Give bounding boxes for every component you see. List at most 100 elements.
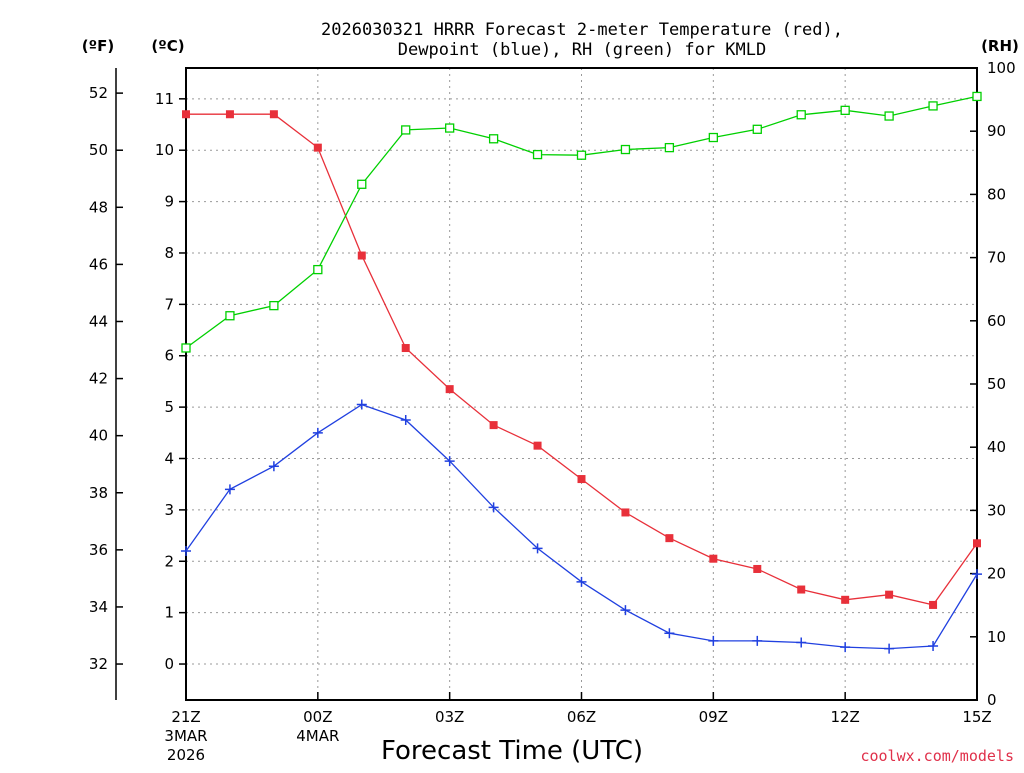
temperature-point-6 xyxy=(445,385,454,394)
temperature-point-1 xyxy=(225,110,234,119)
temperature-point-18 xyxy=(973,539,981,548)
x-tick-label-12Z: 12Z xyxy=(830,708,859,726)
dewpoint-point-9 xyxy=(576,576,587,587)
rh-point-0 xyxy=(181,343,191,353)
dewpoint-point-0 xyxy=(181,545,191,556)
fahrenheit-tick-label-42: 42 xyxy=(89,370,108,388)
rh-axis-unit: (RH) xyxy=(981,37,1019,55)
dewpoint-point-11 xyxy=(664,628,675,639)
rh-point-15 xyxy=(840,105,850,115)
plot-frame xyxy=(185,67,978,701)
temperature-point-17 xyxy=(929,600,938,609)
dewpoint-point-16 xyxy=(884,643,895,654)
rh-point-8 xyxy=(532,149,543,160)
dewpoint-point-17 xyxy=(928,641,939,652)
rh-point-13 xyxy=(752,124,762,134)
celsius-tick-label-2: 2 xyxy=(164,552,174,570)
x-axis-label: Forecast Time (UTC) xyxy=(381,736,643,766)
rh-point-11 xyxy=(664,142,675,153)
x-tick-date-21Z: 3MAR xyxy=(164,727,207,745)
rh-point-5 xyxy=(401,125,411,135)
fahrenheit-tick-label-34: 34 xyxy=(89,598,108,616)
temperature-point-16 xyxy=(885,590,894,599)
fahrenheit-tick-label-40: 40 xyxy=(89,427,108,445)
rh-point-16 xyxy=(884,111,894,121)
fahrenheit-tick-label-36: 36 xyxy=(89,541,108,559)
fahrenheit-tick-label-44: 44 xyxy=(89,312,108,330)
dewpoint-point-18 xyxy=(972,569,982,580)
celsius-tick-label-11: 11 xyxy=(155,90,174,108)
dewpoint-point-15 xyxy=(840,642,851,653)
rh-point-1 xyxy=(225,311,235,321)
temperature-point-15 xyxy=(841,595,850,604)
dewpoint-point-6 xyxy=(444,456,455,467)
rh-point-12 xyxy=(708,132,718,143)
dewpoint-point-1 xyxy=(224,484,235,495)
dewpoint-point-4 xyxy=(356,399,367,410)
temperature-point-13 xyxy=(753,564,762,573)
dewpoint-point-13 xyxy=(752,635,763,646)
credit-text: coolwx.com/models xyxy=(860,747,1014,765)
chart-title-line1: 2026030321 HRRR Forecast 2-meter Tempera… xyxy=(321,20,843,40)
fahrenheit-tick-label-46: 46 xyxy=(89,255,108,273)
temperature-point-7 xyxy=(489,421,498,430)
celsius-tick-label-10: 10 xyxy=(155,141,174,159)
fahrenheit-tick-label-32: 32 xyxy=(89,655,108,673)
temperature-point-2 xyxy=(269,110,278,119)
temperature-point-12 xyxy=(709,554,718,563)
rh-point-4 xyxy=(357,179,367,189)
fahrenheit-tick-label-48: 48 xyxy=(89,198,108,216)
celsius-tick-label-1: 1 xyxy=(164,604,174,622)
rh-point-17 xyxy=(928,101,938,111)
rh-point-3 xyxy=(313,264,323,275)
fahrenheit-tick-label-38: 38 xyxy=(89,484,108,502)
temperature-point-10 xyxy=(621,508,630,517)
dewpoint-point-2 xyxy=(268,461,279,472)
x-tick-label-03Z: 03Z xyxy=(435,708,464,726)
chart-title-line2: Dewpoint (blue), RH (green) for KMLD xyxy=(398,40,766,60)
temperature-point-11 xyxy=(665,534,674,543)
celsius-tick-label-7: 7 xyxy=(164,295,174,313)
celsius-tick-label-5: 5 xyxy=(164,398,174,416)
dewpoint-point-7 xyxy=(488,502,499,513)
temperature-point-5 xyxy=(401,344,410,353)
rh-tick-label-70: 70 xyxy=(987,249,1006,267)
x-tick-label-21Z: 21Z xyxy=(171,708,200,726)
celsius-axis-unit: (ºC) xyxy=(151,37,184,55)
fahrenheit-tick-label-50: 50 xyxy=(89,141,108,159)
rh-point-18 xyxy=(972,91,982,102)
dewpoint-point-5 xyxy=(400,414,411,425)
x-tick-label-09Z: 09Z xyxy=(699,708,728,726)
x-tick-label-06Z: 06Z xyxy=(567,708,596,726)
rh-tick-label-30: 30 xyxy=(987,501,1006,519)
rh-point-7 xyxy=(488,134,499,144)
celsius-tick-label-8: 8 xyxy=(164,244,174,262)
rh-tick-label-50: 50 xyxy=(987,375,1006,393)
celsius-tick-label-0: 0 xyxy=(164,655,174,673)
x-tick-date-00Z: 4MAR xyxy=(296,727,339,745)
rh-tick-label-60: 60 xyxy=(987,312,1006,330)
temperature-point-8 xyxy=(533,441,542,450)
dewpoint-point-8 xyxy=(532,543,543,554)
rh-point-10 xyxy=(620,144,631,155)
fahrenheit-tick-label-52: 52 xyxy=(89,84,108,102)
dewpoint-point-3 xyxy=(312,427,323,438)
temperature-point-0 xyxy=(182,110,190,119)
temperature-point-3 xyxy=(313,143,322,152)
plot-layer: 0123456789101132343638404244464850520102… xyxy=(89,59,1016,764)
celsius-tick-label-4: 4 xyxy=(164,450,174,468)
celsius-tick-label-3: 3 xyxy=(164,501,174,519)
celsius-tick-label-6: 6 xyxy=(164,347,174,365)
rh-tick-label-20: 20 xyxy=(987,565,1006,583)
x-tick-label-15Z: 15Z xyxy=(962,708,991,726)
rh-tick-label-10: 10 xyxy=(987,628,1006,646)
dewpoint-point-10 xyxy=(620,605,631,616)
fahrenheit-axis-unit: (ºF) xyxy=(82,37,114,55)
x-tick-year-21Z: 2026 xyxy=(167,746,205,764)
temperature-point-4 xyxy=(357,251,366,260)
rh-point-14 xyxy=(796,110,806,120)
rh-tick-label-80: 80 xyxy=(987,185,1006,203)
rh-tick-label-40: 40 xyxy=(987,438,1006,456)
